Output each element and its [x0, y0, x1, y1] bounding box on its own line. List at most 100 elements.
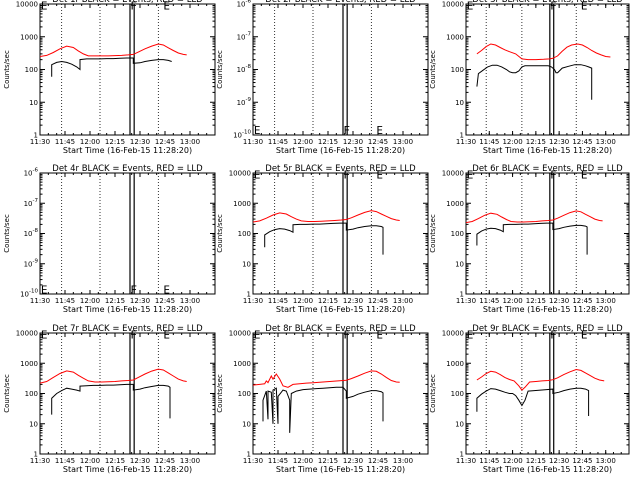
event-marker-letter: F [343, 124, 350, 137]
chart-title: Det 2r BLACK = Events, RED = LLD [265, 0, 416, 5]
panel-det-2r: Det 2r BLACK = Events, RED = LLD 11:30 11:… [216, 0, 429, 155]
event-marker-letter: E [254, 124, 261, 137]
x-tick-label: 12:45 [155, 138, 175, 146]
event-marker-letter: E [254, 168, 261, 181]
event-marker-letter: E [163, 0, 170, 12]
chart-title: Det 9r BLACK = Events, RED = LLD [472, 324, 623, 334]
x-tick-label: 11:45 [268, 138, 288, 146]
x-tick-label: 13:00 [596, 138, 616, 146]
x-axis-label: Start Time (16-Feb-15 11:28:20) [483, 305, 612, 314]
y-tick-label: 10000 [442, 330, 464, 338]
x-tick-label: 12:45 [572, 138, 592, 146]
series-events-line [264, 222, 384, 255]
y-tick-label: 1 [34, 451, 38, 459]
x-tick-label: 12:45 [572, 297, 592, 305]
x-tick-label: 12:30 [130, 457, 150, 465]
x-tick-label: 12:45 [572, 457, 592, 465]
y-tick-label: 10-7 [237, 31, 252, 41]
x-tick-label: 11:45 [55, 138, 75, 146]
x-tick-label: 12:00 [502, 138, 522, 146]
event-marker-letter: E [254, 328, 261, 341]
series-events-line [476, 387, 590, 416]
x-tick-label: 12:00 [502, 457, 522, 465]
x-tick-label: 11:45 [479, 138, 499, 146]
y-tick-label: 100 [25, 390, 38, 398]
y-tick-label: 10 [242, 420, 251, 428]
event-marker-letter: E [41, 284, 48, 297]
x-axis-label: Start Time (16-Feb-15 11:28:20) [483, 465, 612, 474]
x-tick-label: 12:45 [155, 297, 175, 305]
y-axis-label: Counts/sec [216, 50, 224, 89]
series-lld-line [466, 210, 603, 224]
x-tick-label: 12:00 [293, 457, 313, 465]
y-tick-label: 10-10 [20, 289, 38, 299]
series-events-line [262, 386, 384, 433]
y-tick-label: 10-9 [24, 258, 39, 268]
x-tick-label: 11:30 [243, 138, 263, 146]
event-marker-letter: F [130, 328, 137, 341]
x-tick-label: 12:30 [549, 457, 569, 465]
y-tick-label: 1000 [233, 200, 251, 208]
event-marker-letter: E [467, 168, 474, 181]
y-tick-label: 10 [29, 99, 38, 107]
x-tick-label: 13:00 [180, 457, 200, 465]
y-tick-label: 10-9 [237, 97, 252, 107]
panel-det-5r: Det 5r BLACK = Events, RED = LLD 11:30 11:… [216, 164, 429, 314]
series-events-line [476, 222, 588, 255]
panel-det-6r: Det 6r BLACK = Events, RED = LLD 11:30 11:… [429, 164, 630, 314]
panel-det-7r: Det 7r BLACK = Events, RED = LLD 11:30 11:… [3, 324, 216, 474]
x-axis-label: Start Time (16-Feb-15 11:28:20) [63, 146, 192, 155]
y-axis-label: Counts/sec [3, 50, 11, 89]
x-tick-label: 13:00 [393, 138, 413, 146]
x-axis-label: Start Time (16-Feb-15 11:28:20) [63, 305, 192, 314]
y-tick-label: 10000 [229, 170, 251, 178]
x-tick-label: 12:15 [105, 457, 125, 465]
panel-det-9r: Det 9r BLACK = Events, RED = LLD 11:30 11:… [429, 324, 630, 474]
y-tick-label: 10 [455, 420, 464, 428]
chart-title: Det 1r BLACK = Events, RED = LLD [52, 0, 203, 5]
data-layer [40, 43, 187, 77]
x-axis-label: Start Time (16-Feb-15 11:28:20) [276, 465, 405, 474]
x-tick-label: 12:30 [130, 297, 150, 305]
y-axis-label: Counts/sec [3, 214, 11, 253]
data-layer [253, 210, 400, 255]
x-tick-label: 12:15 [318, 297, 338, 305]
plot-frame [39, 3, 216, 136]
x-tick-label: 11:30 [456, 457, 476, 465]
event-marker-letter: E [376, 124, 383, 137]
x-tick-label: 13:00 [393, 297, 413, 305]
chart-title: Det 3r BLACK = Events, RED = LLD [472, 0, 623, 5]
y-tick-label: 10 [455, 260, 464, 268]
y-axis-label: Counts/sec [3, 374, 11, 413]
x-axis-label: Start Time (16-Feb-15 11:28:20) [483, 146, 612, 155]
data-layer [253, 370, 400, 433]
plot-frame [465, 3, 630, 136]
x-tick-label: 12:45 [368, 457, 388, 465]
y-axis-label: Counts/sec [429, 50, 437, 89]
panel-det-4r: Det 4r BLACK = Events, RED = LLD 11:30 11:… [3, 164, 216, 314]
series-lld-line [253, 370, 400, 388]
y-tick-label: 100 [238, 390, 251, 398]
x-tick-label: 11:30 [243, 297, 263, 305]
chart-title: Det 8r BLACK = Events, RED = LLD [265, 324, 416, 334]
y-tick-label: 1 [460, 451, 464, 459]
event-marker-letter: E [41, 328, 48, 341]
event-marker-letter: E [41, 0, 48, 12]
y-axis-label: Counts/sec [429, 374, 437, 413]
y-tick-label: 1 [247, 451, 251, 459]
series-lld-line [476, 43, 611, 61]
x-axis-label: Start Time (16-Feb-15 11:28:20) [276, 305, 405, 314]
x-tick-label: 12:00 [80, 457, 100, 465]
x-tick-label: 12:30 [343, 138, 363, 146]
x-tick-label: 11:30 [456, 297, 476, 305]
y-tick-label: 1 [460, 291, 464, 299]
y-tick-label: 10-6 [24, 168, 39, 178]
y-tick-label: 1000 [20, 360, 38, 368]
event-marker-letter: E [376, 168, 383, 181]
panel-det-3r: Det 3r BLACK = Events, RED = LLD 11:30 11:… [429, 0, 630, 155]
x-tick-label: 12:15 [526, 297, 546, 305]
y-tick-label: 100 [451, 66, 464, 74]
series-lld-line [253, 210, 400, 223]
y-tick-label: 1 [460, 132, 464, 140]
y-tick-label: 10000 [229, 330, 251, 338]
